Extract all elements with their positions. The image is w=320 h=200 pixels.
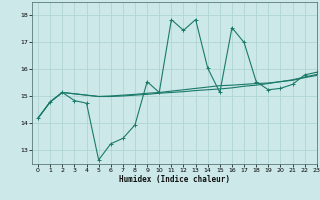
X-axis label: Humidex (Indice chaleur): Humidex (Indice chaleur)	[119, 175, 230, 184]
